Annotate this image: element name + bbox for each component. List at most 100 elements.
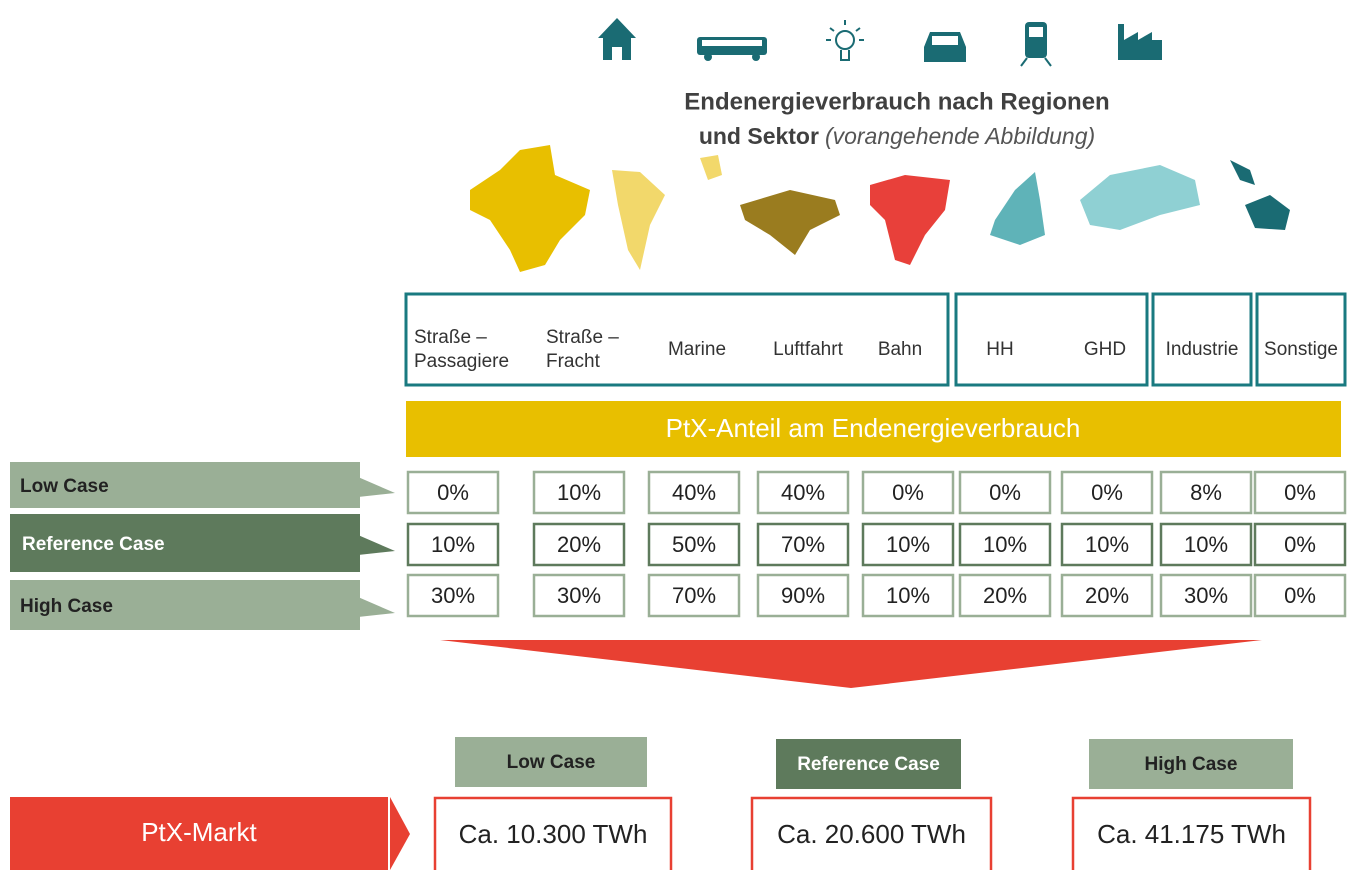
value-cell [1159, 522, 1253, 567]
map-greenland [700, 155, 722, 180]
sector-group [954, 292, 1149, 387]
value-text: 0% [892, 480, 924, 505]
value-cell [1253, 470, 1347, 515]
result-header-box [455, 737, 647, 787]
case-pointer [358, 597, 395, 617]
map-africa [870, 175, 950, 265]
value-text: 20% [1085, 583, 1129, 608]
icon-bulb [826, 20, 864, 61]
value-cell [756, 522, 850, 567]
value-cell [861, 522, 955, 567]
value-cell [1253, 522, 1347, 567]
value-cell [406, 470, 500, 515]
value-text: 70% [781, 532, 825, 557]
result-box [1071, 796, 1312, 870]
sector-label: Industrie [1166, 339, 1239, 360]
case-label: Low Case [20, 476, 109, 497]
sector-label: GHD [1084, 339, 1126, 360]
sector-icons [598, 18, 1162, 67]
value-text: 0% [989, 480, 1021, 505]
market-label: PtX-Markt [141, 817, 257, 847]
value-text: 0% [437, 480, 469, 505]
sector-label: Passagiere [414, 351, 509, 372]
title-line2: und Sektor (vorangehende Abbildung) [699, 123, 1095, 149]
map-russia [1080, 165, 1200, 230]
value-cell [532, 573, 626, 618]
value-text: 10% [983, 532, 1027, 557]
value-text: 10% [431, 532, 475, 557]
title: Endenergieverbrauch nach Regionen [684, 88, 1109, 115]
value-cell [958, 573, 1052, 618]
result-value: Ca. 10.300 TWh [459, 819, 648, 849]
value-cell [406, 522, 500, 567]
result-value: Ca. 41.175 TWh [1097, 819, 1286, 849]
result-header: Reference Case [797, 754, 940, 775]
value-text: 8% [1190, 480, 1222, 505]
value-cell [1159, 470, 1253, 515]
value-cell [958, 522, 1052, 567]
result-header: Low Case [507, 752, 596, 773]
result-box [750, 796, 993, 870]
sector-label: Marine [668, 339, 726, 360]
value-cell [756, 470, 850, 515]
value-text: 10% [557, 480, 601, 505]
result-header: High Case [1145, 754, 1238, 775]
value-text: 0% [1284, 480, 1316, 505]
value-text: 70% [672, 583, 716, 608]
result-header-box [776, 739, 961, 789]
sector-label: Luftfahrt [773, 339, 843, 360]
value-cell [406, 573, 500, 618]
sector-group [1255, 292, 1347, 387]
sector-label: HH [986, 339, 1013, 360]
value-cell [1159, 573, 1253, 618]
case-label-box [10, 580, 360, 630]
value-text: 20% [557, 532, 601, 557]
case-grid: Low Case 0% 10% 40% 40% 0% 0% 0% 8% 0% Reference C… [10, 462, 1347, 630]
sector-label: Straße – [546, 327, 619, 348]
value-cell [1060, 573, 1154, 618]
value-cell [861, 470, 955, 515]
value-text: 30% [431, 583, 475, 608]
map-south-america [612, 170, 665, 270]
value-cell [861, 573, 955, 618]
value-text: 20% [983, 583, 1027, 608]
map-oceania [1245, 195, 1290, 230]
market-box [10, 797, 388, 870]
region-maps [470, 145, 1290, 272]
value-cell [647, 522, 741, 567]
map-north-america [470, 145, 590, 272]
result-value: Ca. 20.600 TWh [777, 819, 966, 849]
title-note: (vorangehende Abbildung) [825, 123, 1095, 149]
value-text: 50% [672, 532, 716, 557]
case-label-box [10, 514, 360, 572]
value-cell [1060, 522, 1154, 567]
value-text: 90% [781, 583, 825, 608]
icon-factory [1118, 24, 1162, 60]
sector-group [404, 292, 950, 387]
value-text: 10% [886, 532, 930, 557]
value-text: 10% [1184, 532, 1228, 557]
value-cell [1253, 573, 1347, 618]
funnel-arrow [440, 640, 1262, 688]
value-cell [1060, 470, 1154, 515]
value-cell [532, 470, 626, 515]
results: Low Case Ca. 10.300 TWh Reference Case Ca. … [433, 737, 1312, 870]
case-label-box [10, 462, 360, 508]
sector-group [1151, 292, 1253, 387]
banner [406, 401, 1341, 457]
sector-label: Straße – [414, 327, 487, 348]
case-label: High Case [20, 596, 113, 617]
value-cell [647, 470, 741, 515]
result-header-box [1089, 739, 1293, 789]
value-cell [756, 573, 850, 618]
sector-label: Bahn [878, 339, 922, 360]
value-text: 30% [1184, 583, 1228, 608]
value-text: 0% [1284, 532, 1316, 557]
value-text: 30% [557, 583, 601, 608]
sector-boxes: Straße – Passagiere Straße – Fracht Marine Lu… [404, 292, 1347, 387]
value-cell [958, 470, 1052, 515]
value-text: 0% [1284, 583, 1316, 608]
value-text: 10% [886, 583, 930, 608]
value-text: 10% [1085, 532, 1129, 557]
